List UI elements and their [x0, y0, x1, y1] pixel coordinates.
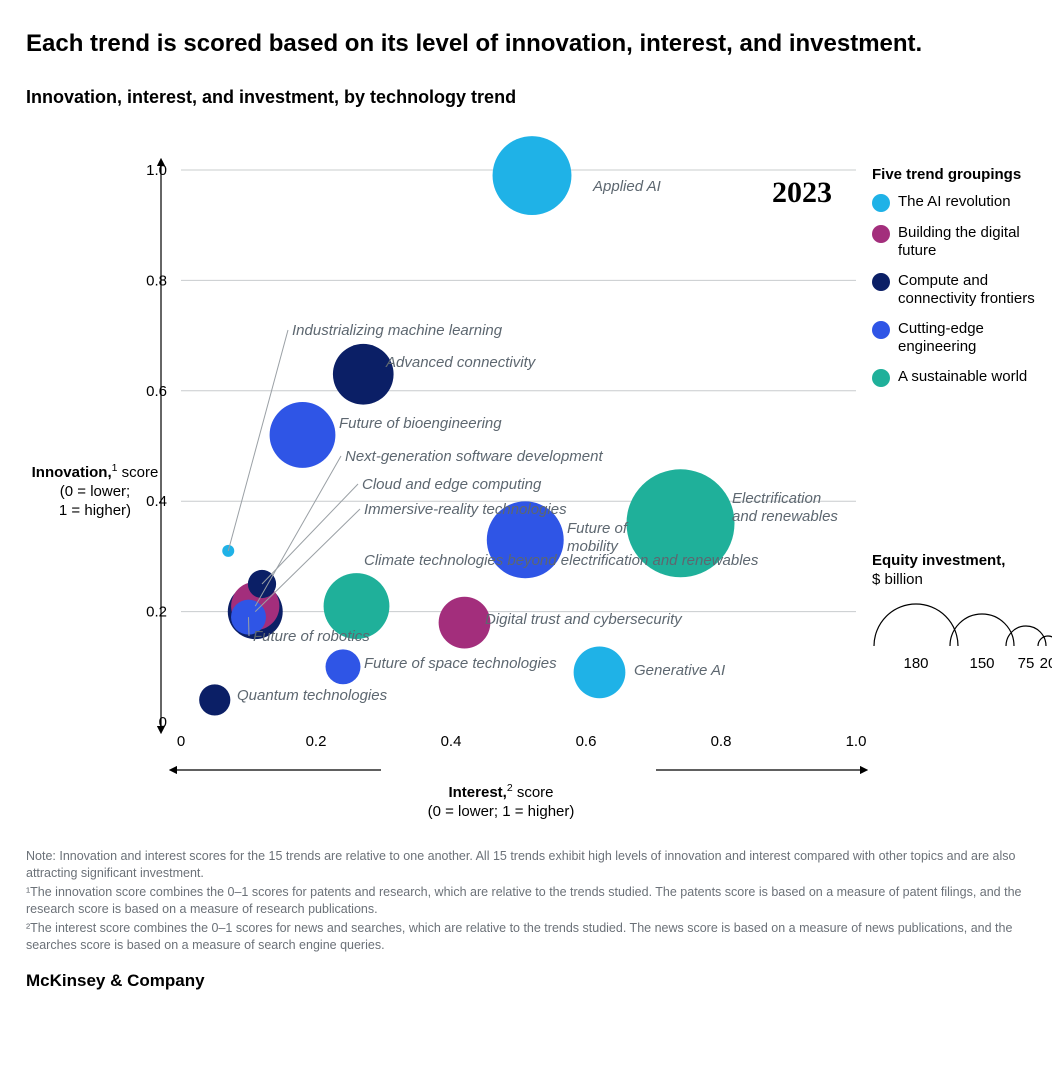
bubble-label: Generative AI [634, 662, 725, 680]
size-legend-value: 150 [969, 655, 994, 672]
svg-text:0: 0 [159, 714, 167, 731]
y-axis-label: Innovation,1 score(0 = lower;1 = higher) [30, 462, 160, 520]
size-legend-value: 20 [1040, 655, 1052, 672]
bubble-label: Future ofmobility [567, 520, 627, 556]
bubble-label: Digital trust and cybersecurity [485, 611, 682, 629]
legend-swatch [872, 369, 890, 387]
size-legend-value: 75 [1018, 655, 1035, 672]
svg-text:0.6: 0.6 [576, 733, 597, 750]
legend-label: Building the digital future [898, 224, 1052, 260]
svg-text:0.4: 0.4 [441, 733, 462, 750]
legend-swatch [872, 273, 890, 291]
size-legend-value: 180 [903, 655, 928, 672]
bubble-label: Future of bioengineering [339, 415, 502, 433]
legend-title: Five trend groupings [872, 166, 1052, 183]
bubble [333, 344, 394, 405]
svg-text:0.2: 0.2 [146, 604, 167, 621]
size-legend-title: Equity investment, $ billion [872, 552, 1052, 590]
svg-text:1.0: 1.0 [846, 733, 867, 750]
legend-item: The AI revolution [872, 193, 1052, 212]
bubble-label: Next-generation software development [345, 448, 603, 466]
svg-text:0.8: 0.8 [146, 273, 167, 290]
bubble-chart: 00.20.40.60.81.000.20.40.60.81.0 Innovat… [26, 122, 1038, 842]
legend-item: Building the digital future [872, 224, 1052, 260]
bubble-label: Immersive-reality technologies [364, 501, 567, 519]
bubble-label: Future of robotics [253, 628, 370, 646]
legend-item: Compute and connectivity frontiers [872, 272, 1052, 308]
bubble [326, 650, 361, 685]
bubble-label: Advanced connectivity [386, 354, 535, 372]
legend-label: Cutting-edge engineering [898, 320, 1052, 356]
x-axis-label: Interest,2 score(0 = lower; 1 = higher) [381, 782, 621, 822]
bubble-label: Climate technologies beyond electrificat… [364, 552, 758, 570]
bubble [270, 402, 336, 468]
legend-label: Compute and connectivity frontiers [898, 272, 1052, 308]
footnotes: Note: Innovation and interest scores for… [26, 848, 1038, 953]
bubble-label: Industrializing machine learning [292, 322, 502, 340]
bubble-label: Applied AI [593, 178, 661, 196]
bubble-label: Quantum technologies [237, 687, 387, 705]
size-legend-svg: 180 150 75 20 [872, 590, 1052, 680]
bubble [574, 647, 626, 699]
legend-item: Cutting-edge engineering [872, 320, 1052, 356]
bubble [199, 685, 230, 716]
size-legend-arc [950, 614, 1014, 646]
brand-label: McKinsey & Company [26, 971, 1038, 991]
bubble-label: Cloud and edge computing [362, 476, 541, 494]
svg-text:0.8: 0.8 [711, 733, 732, 750]
size-legend-arc [874, 604, 958, 646]
bubble-label: Electrificationand renewables [732, 490, 838, 526]
legend-swatch [872, 225, 890, 243]
svg-text:1.0: 1.0 [146, 162, 167, 179]
bubble [439, 597, 491, 649]
year-label: 2023 [772, 176, 832, 210]
legend-swatch [872, 194, 890, 212]
chart-subtitle: Innovation, interest, and investment, by… [26, 87, 1038, 108]
size-legend: Equity investment, $ billion 180 150 75 20 [872, 552, 1052, 685]
bubble [493, 136, 572, 215]
legend-swatch [872, 321, 890, 339]
legend-item: A sustainable world [872, 368, 1052, 387]
color-legend: Five trend groupings The AI revolution Bu… [872, 166, 1052, 399]
svg-text:0.2: 0.2 [306, 733, 327, 750]
bubble-label: Future of space technologies [364, 655, 557, 673]
svg-text:0.6: 0.6 [146, 383, 167, 400]
svg-text:0: 0 [177, 733, 185, 750]
legend-label: The AI revolution [898, 193, 1011, 211]
page-headline: Each trend is scored based on its level … [26, 28, 1038, 59]
legend-label: A sustainable world [898, 368, 1027, 386]
